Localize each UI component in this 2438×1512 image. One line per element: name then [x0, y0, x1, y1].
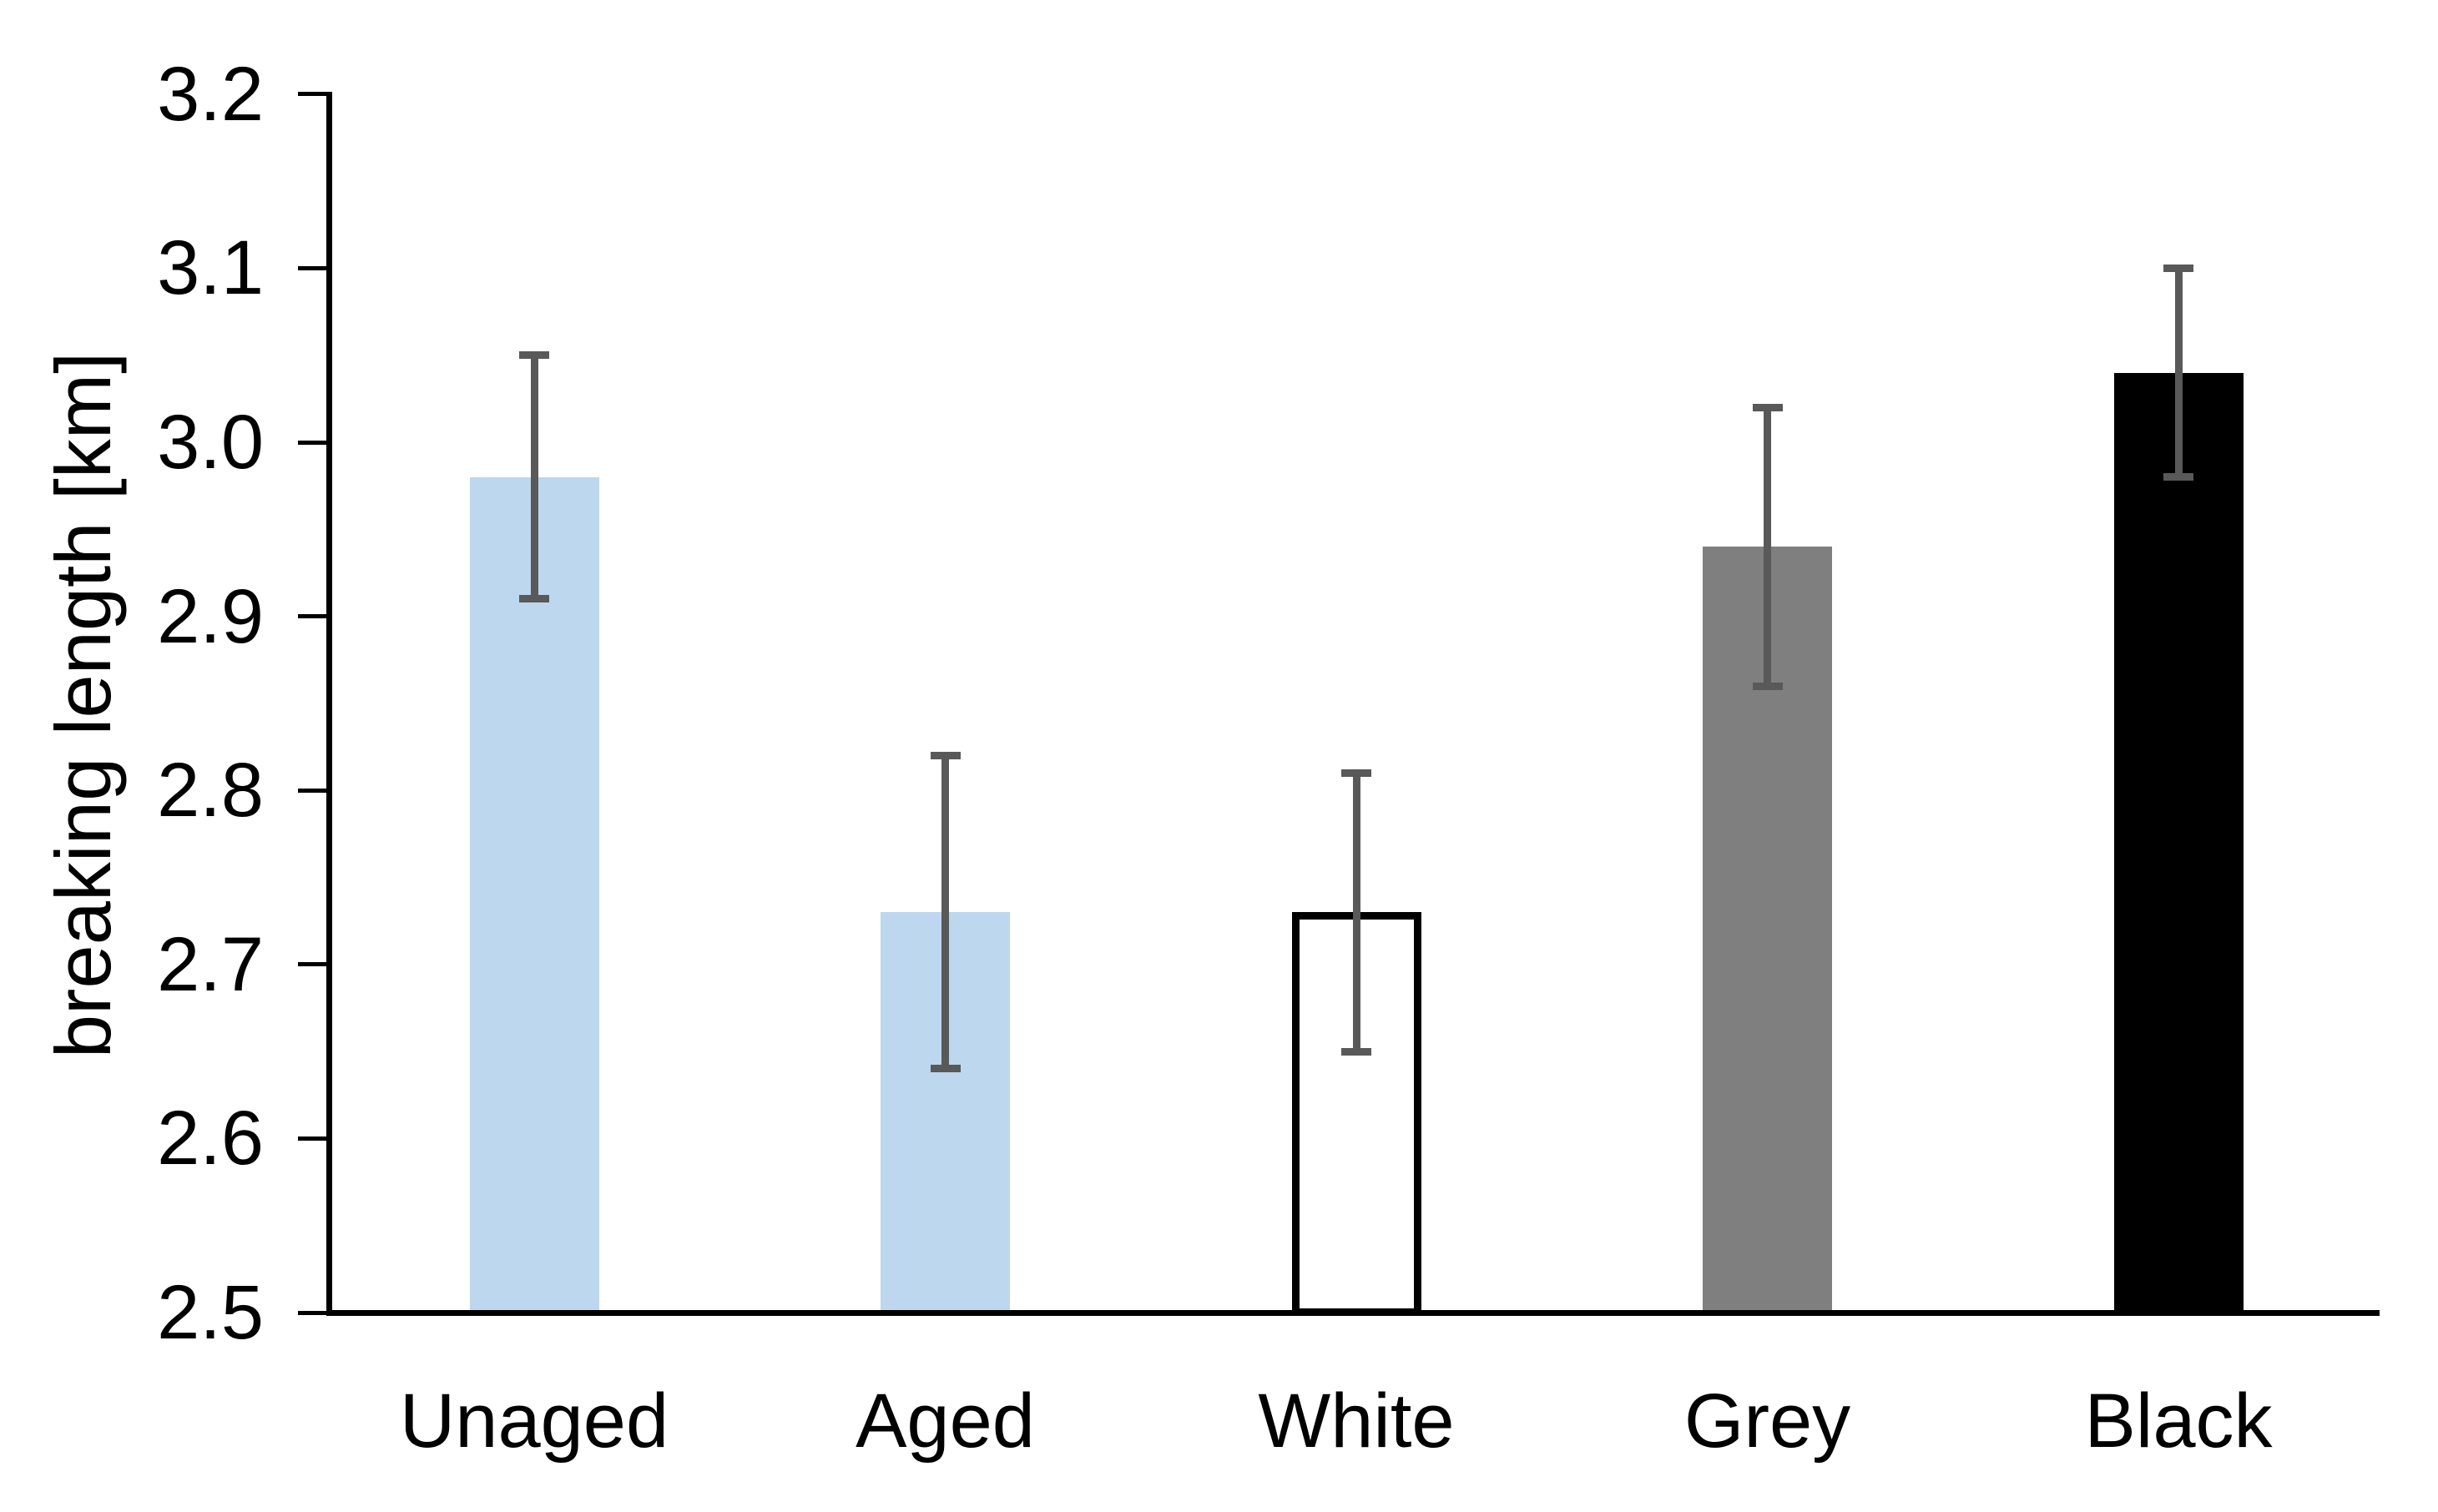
x-axis-line [326, 1310, 2380, 1316]
error-bar-white [1341, 769, 1371, 1056]
error-bar-line [530, 355, 538, 599]
x-category-label-unaged: Unaged [399, 1378, 669, 1464]
y-tick-label: 3.2 [157, 51, 264, 137]
error-bar-cap [1752, 682, 1783, 690]
error-bar-line [2174, 268, 2183, 477]
error-bar-line [941, 755, 949, 1069]
x-category-label-white: White [1258, 1378, 1455, 1464]
bar-unaged [469, 476, 599, 1316]
error-bar-cap [519, 595, 549, 603]
y-tick [298, 788, 326, 793]
x-category-label-grey: Grey [1683, 1378, 1851, 1464]
y-tick-label: 2.5 [157, 1270, 264, 1355]
error-bar-aged [930, 751, 961, 1073]
error-bar-black [2163, 264, 2193, 481]
y-tick-label: 3.1 [157, 225, 264, 311]
y-tick [298, 440, 326, 445]
error-bar-cap [1341, 769, 1371, 777]
error-bar-cap [2163, 264, 2193, 272]
y-tick-label: 2.8 [157, 748, 264, 834]
bar-black [2113, 372, 2244, 1316]
error-bar-cap [930, 751, 961, 759]
error-bar-line [1764, 407, 1771, 687]
error-bar-cap [1752, 403, 1783, 411]
error-bar-cap [519, 351, 549, 360]
x-category-label-black: Black [2084, 1378, 2273, 1464]
y-tick [298, 92, 326, 97]
y-tick-label: 2.7 [157, 921, 264, 1007]
y-tick-label: 2.6 [157, 1096, 264, 1182]
y-tick [298, 1310, 326, 1315]
y-axis-line [326, 92, 332, 1316]
error-bar-cap [1341, 1047, 1371, 1056]
y-tick [298, 1136, 326, 1141]
error-bar-cap [930, 1065, 961, 1073]
y-tick [298, 265, 326, 270]
error-bar-grey [1752, 403, 1783, 690]
y-tick-label: 3.0 [157, 400, 264, 485]
error-bar-line [1352, 773, 1360, 1052]
error-bar-cap [2163, 473, 2193, 481]
x-category-label-aged: Aged [856, 1378, 1035, 1464]
y-tick-label: 2.9 [157, 573, 264, 659]
y-tick [298, 962, 326, 967]
y-tick [298, 614, 326, 619]
error-bar-unaged [519, 351, 549, 603]
